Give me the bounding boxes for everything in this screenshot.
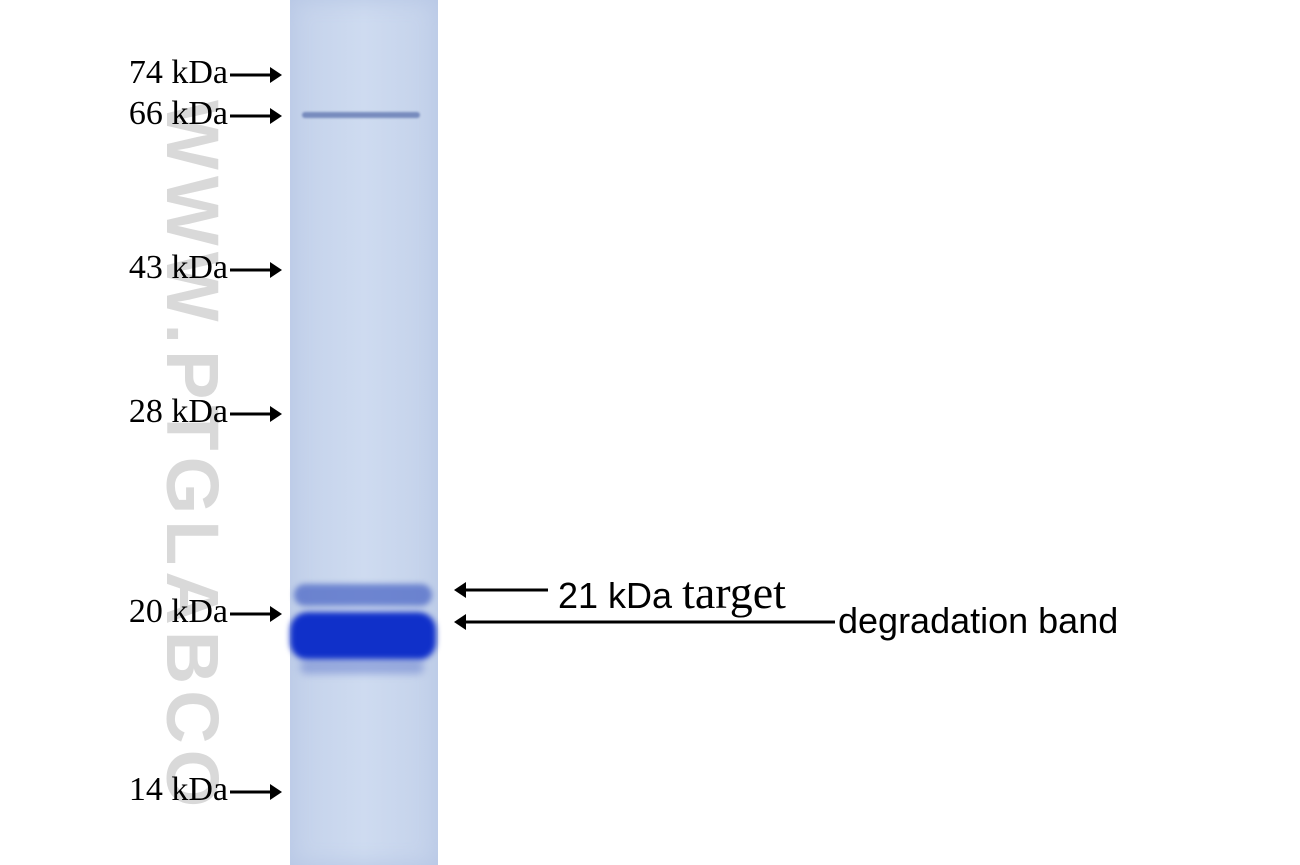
marker-label: 74 kDa: [129, 54, 228, 92]
target-band-lower-smear: [300, 660, 424, 674]
marker-arrow-icon: [216, 64, 296, 86]
ladder-band-66: [302, 112, 420, 118]
gel-image-canvas: WWW.PTGLABCO 74 kDa66 kDa 43 kDa 28 kDa 20 …: [0, 0, 1300, 865]
annotation-target-part: 21 kDa: [558, 575, 682, 616]
annotation-target: 21 kDa target: [558, 566, 786, 619]
marker-arrow-icon: [216, 259, 296, 281]
arrow-target-icon: [440, 579, 562, 601]
annotation-target-part: target: [682, 567, 786, 618]
annotation-degradation: degradation band: [838, 600, 1118, 642]
annotation-degradation-part: degradation band: [838, 600, 1118, 641]
marker-arrow-icon: [216, 403, 296, 425]
target-band-upper: [294, 584, 432, 606]
marker-arrow-icon: [216, 105, 296, 127]
gel-lane: [290, 0, 438, 865]
target-band-main: [290, 612, 436, 660]
marker-label: 20 kDa: [129, 593, 228, 631]
watermark-text: WWW.PTGLABCO: [150, 100, 235, 813]
marker-label: 43 kDa: [129, 249, 228, 287]
marker-label: 28 kDa: [129, 393, 228, 431]
marker-arrow-icon: [216, 781, 296, 803]
marker-label: 14 kDa: [129, 771, 228, 809]
marker-arrow-icon: [216, 603, 296, 625]
marker-label: 66 kDa: [129, 95, 228, 133]
